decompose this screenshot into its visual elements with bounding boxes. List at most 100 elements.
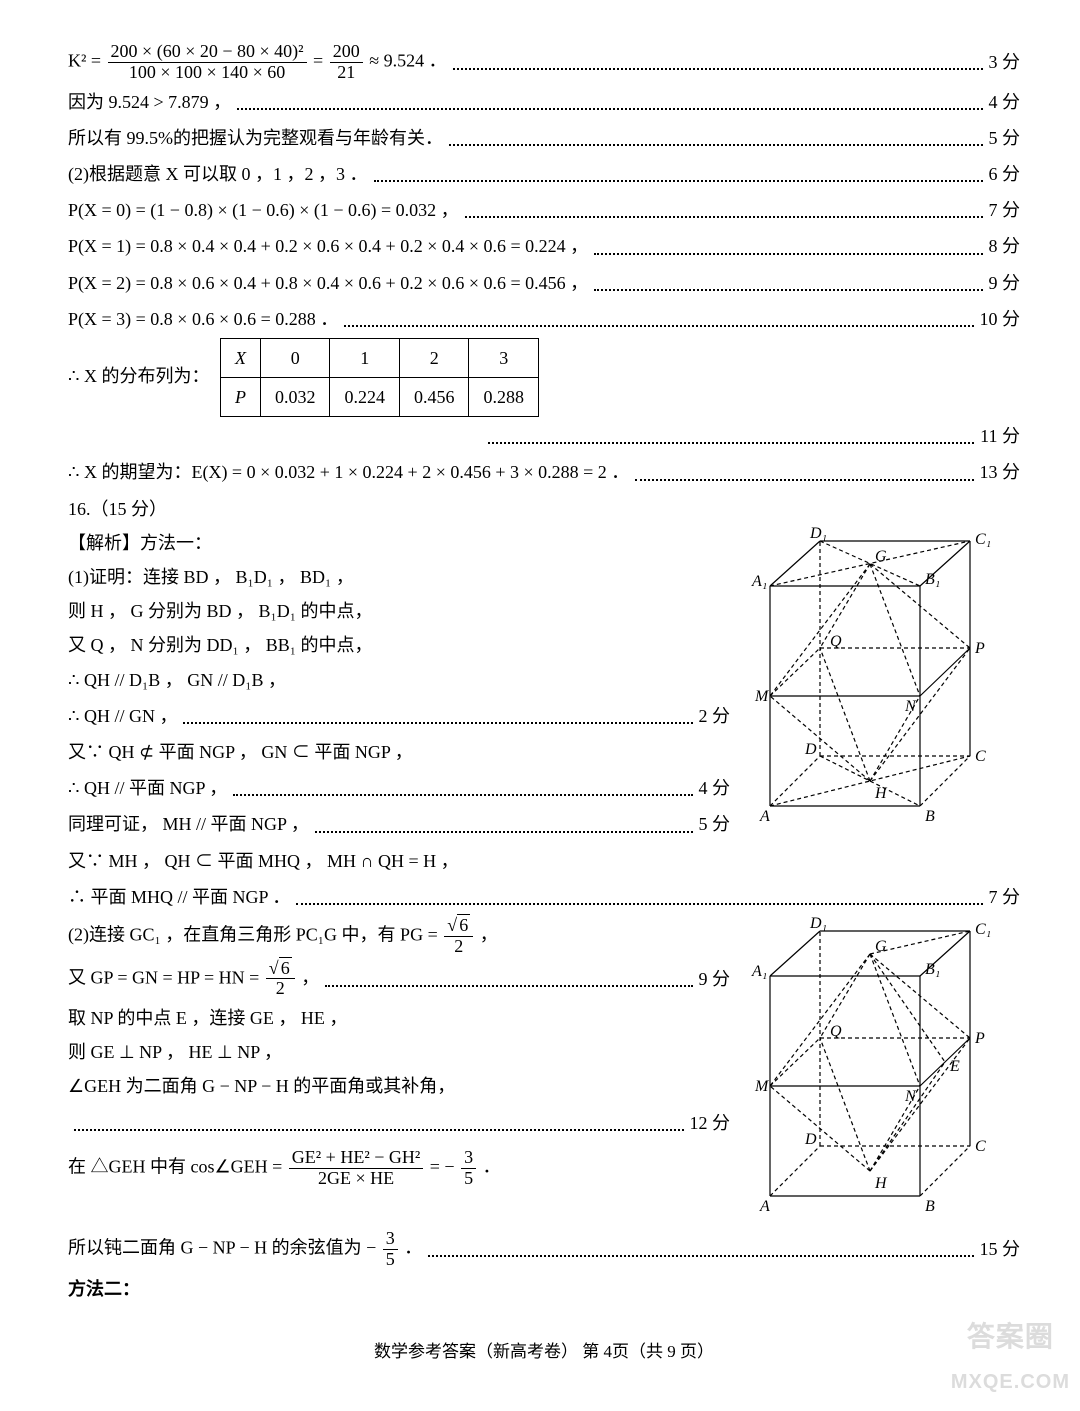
svg-text:E: E	[949, 1058, 960, 1075]
svg-text:C₁: C₁	[975, 531, 991, 548]
wm-en: MXQE.COM	[951, 1363, 1070, 1401]
dist-r4: 0.288	[469, 378, 539, 417]
l8: P(X = 3) = 0.8 × 0.6 × 0.6 = 0.288 ． 10 …	[68, 302, 1020, 336]
svg-text:H: H	[874, 1175, 888, 1192]
dist-r3: 0.456	[399, 378, 469, 417]
p18-tail: ．	[404, 1238, 422, 1258]
p11-num: 6	[444, 916, 473, 937]
p10-text: ∴ 平面 MHQ // 平面 NGP ．	[68, 880, 290, 914]
score-6: 6 分	[989, 157, 1021, 191]
p12-frac: 6 2	[266, 959, 295, 1000]
k2-frac2: 200 21	[330, 42, 363, 83]
p18-den: 5	[383, 1250, 398, 1270]
dot-leader	[233, 780, 692, 796]
method1-head: 【解析】方法一：	[68, 526, 730, 560]
score-9b: 9 分	[699, 962, 731, 996]
p8: 同理可证， MH // 平面 NGP ， 5 分	[68, 807, 730, 841]
dot-leader	[325, 971, 692, 987]
p11-den: 2	[444, 937, 473, 957]
p12-content: 又 GP = GN = HP = HN = 6 2 ，	[68, 959, 319, 1000]
svg-text:A₁: A₁	[751, 573, 767, 590]
watermark: 答案圈 MXQE.COM	[951, 1310, 1070, 1401]
l10: ∴ X 的期望为：E(X) = 0 × 0.032 + 1 × 0.224 + …	[68, 455, 1020, 489]
dot-leader	[237, 94, 982, 110]
score-5b: 5 分	[699, 807, 731, 841]
dot-leader	[428, 1241, 973, 1257]
score-9: 9 分	[989, 266, 1021, 300]
score-11: 11 分	[980, 419, 1020, 453]
l7-text: P(X = 2) = 0.8 × 0.6 × 0.4 + 0.8 × 0.4 ×…	[68, 266, 588, 300]
svg-text:C: C	[975, 1138, 986, 1155]
p12-tail: ，	[301, 967, 319, 987]
p5-text: ∴ QH // GN ，	[68, 699, 177, 733]
svg-text:D: D	[804, 1131, 817, 1148]
k2-mid: =	[313, 50, 328, 70]
dot-leader	[183, 708, 692, 724]
p12-pre: 又 GP = GN = HP = HN =	[68, 967, 264, 987]
dot-leader	[453, 54, 983, 70]
score-10: 10 分	[980, 302, 1021, 336]
svg-text:G: G	[875, 938, 887, 955]
svg-text:D₁: D₁	[809, 916, 827, 932]
dist-h4: 3	[469, 338, 539, 377]
l10-text: ∴ X 的期望为：E(X) = 0 × 0.032 + 1 × 0.224 + …	[68, 455, 629, 489]
dot-leader	[449, 130, 983, 146]
svg-text:B: B	[925, 1198, 935, 1215]
svg-text:B₁: B₁	[925, 961, 940, 978]
p11-pre: (2)连接 GC₁ ，在直角三角形 PC₁G 中，有 PG =	[68, 924, 442, 944]
score-12: 12 分	[690, 1106, 731, 1140]
p11-frac: 6 2	[444, 916, 473, 957]
k2-den2: 21	[330, 63, 363, 83]
p17-rden: 5	[461, 1169, 476, 1189]
score-15: 15 分	[980, 1232, 1021, 1266]
p17-rnum: 3	[461, 1148, 476, 1169]
dist-lead: ∴ X 的分布列为：	[68, 366, 209, 386]
k2-frac1: 200 × (60 × 20 − 80 × 40)² 100 × 100 × 1…	[108, 42, 307, 83]
svg-text:P: P	[974, 640, 985, 657]
dist-r2: 0.224	[330, 378, 400, 417]
p6: 又∵ QH ⊄ 平面 NGP ， GN ⊂ 平面 NGP ，	[68, 735, 730, 769]
dot-leader	[488, 428, 974, 444]
svg-text:N: N	[904, 1088, 917, 1105]
q16-head: 16.（15 分）	[68, 492, 1020, 526]
k2-tail: ≈ 9.524 ．	[369, 50, 446, 70]
p17-pre: 在 △GEH 中有 cos∠GEH =	[68, 1156, 287, 1176]
p3: 又 Q ， N 分别为 DD₁ ， BB₁ 的中点，	[68, 628, 730, 662]
p17-num: GE² + HE² − GH²	[289, 1148, 423, 1169]
l2-text: 因为 9.524 > 7.879 ，	[68, 85, 231, 119]
svg-text:Q: Q	[830, 633, 842, 650]
k2-lhs: K² =	[68, 50, 106, 70]
p17-mid: = −	[430, 1156, 455, 1176]
dist-table: X 0 1 2 3 P 0.032 0.224 0.456 0.288	[220, 338, 539, 417]
l2: 因为 9.524 > 7.879 ， 4 分	[68, 85, 1020, 119]
svg-text:B₁: B₁	[925, 571, 940, 588]
score-7b: 7 分	[989, 880, 1021, 914]
prism-figure-2: AB CD A₁B₁ C₁D₁ GH MN PQ E	[740, 916, 1020, 1216]
p12: 又 GP = GN = HP = HN = 6 2 ， 9 分	[68, 959, 730, 1000]
p9: 又∵ MH ， QH ⊂ 平面 MHQ ， MH ∩ QH = H ，	[68, 844, 730, 878]
dist-r0: P	[220, 378, 260, 417]
score-7: 7 分	[989, 193, 1021, 227]
score-3: 3 分	[989, 45, 1021, 79]
p18: 所以钝二面角 G − NP − H 的余弦值为 − 3 5 ． 15 分	[68, 1229, 1020, 1270]
k2-content: K² = 200 × (60 × 20 − 80 × 40)² 100 × 10…	[68, 42, 447, 83]
svg-text:M: M	[754, 1078, 770, 1095]
score-5: 5 分	[989, 121, 1021, 155]
svg-text:P: P	[974, 1030, 985, 1047]
p8-text: 同理可证， MH // 平面 NGP ，	[68, 807, 309, 841]
prism-figure-1: AB CD A₁B₁ C₁D₁ GH MN PQ	[740, 526, 1020, 826]
p7-text: ∴ QH // 平面 NGP ，	[68, 771, 227, 805]
l4-text: (2)根据题意 X 可以取 0 ，1 ，2 ，3 ．	[68, 157, 368, 191]
k2-den: 100 × 100 × 140 × 60	[108, 63, 307, 83]
k2-num2: 200	[330, 42, 363, 63]
svg-text:D₁: D₁	[809, 526, 827, 542]
l5-text: P(X = 0) = (1 − 0.8) × (1 − 0.6) × (1 − …	[68, 193, 459, 227]
svg-text:C: C	[975, 748, 986, 765]
score-2: 2 分	[699, 699, 731, 733]
p10: ∴ 平面 MHQ // 平面 NGP ． 7 分	[68, 880, 1020, 914]
dot-leader	[635, 464, 973, 480]
p13: 取 NP 的中点 E ，连接 GE ， HE ，	[68, 1001, 730, 1035]
p15: ∠GEH 为二面角 G − NP − H 的平面角或其补角，	[68, 1069, 730, 1103]
svg-text:A: A	[759, 808, 770, 825]
l3: 所以有 99.5%的把握认为完整观看与年龄有关． 5 分	[68, 121, 1020, 155]
